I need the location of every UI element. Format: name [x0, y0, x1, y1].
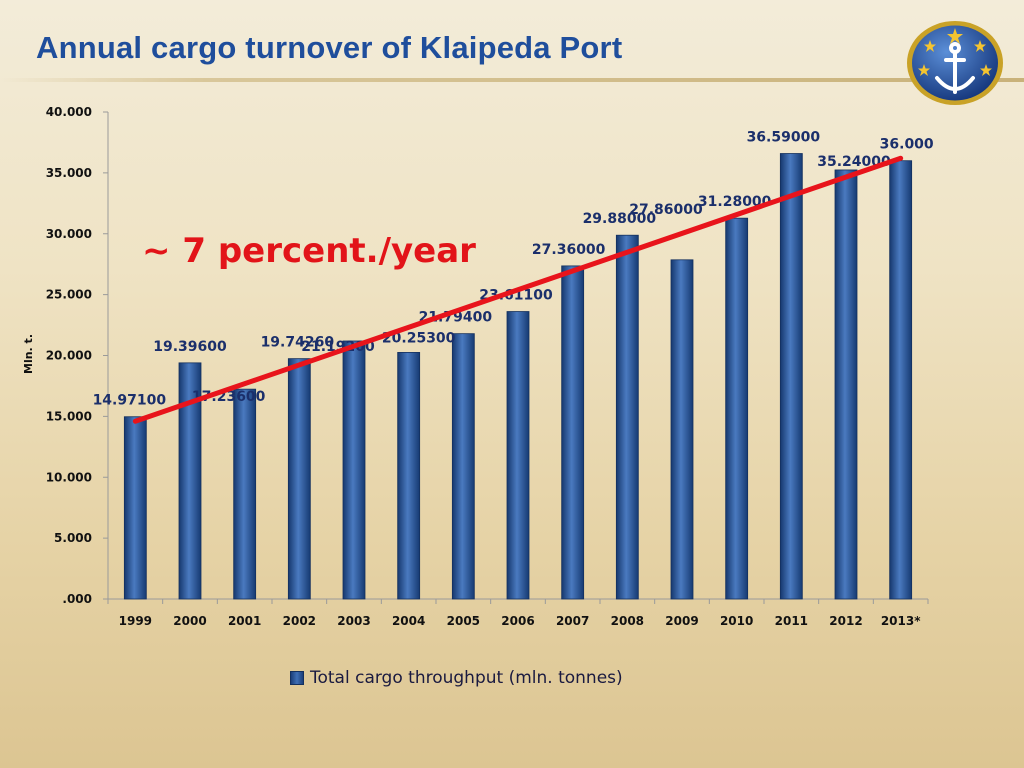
bar: [779, 153, 803, 600]
growth-annotation: ~ 7 percent./year: [142, 231, 476, 271]
bar: [615, 234, 639, 600]
y-tick-label: 5.000: [54, 531, 92, 545]
data-label: 36.59000: [747, 130, 821, 146]
y-axis-label: Mln. t.: [22, 334, 35, 374]
y-tick-label: 30.000: [46, 227, 92, 241]
bar: [178, 362, 202, 600]
data-label: 29.88000: [583, 211, 657, 227]
bar: [670, 259, 694, 600]
x-tick-label: 2006: [501, 614, 534, 628]
data-label: 19.39600: [153, 339, 227, 355]
bar: [233, 388, 257, 600]
header-divider: [0, 78, 1024, 82]
data-label: 14.97100: [93, 393, 167, 409]
x-tick-label: 2001: [228, 614, 261, 628]
data-label: 27.86000: [629, 202, 703, 218]
data-label: 31.28000: [698, 194, 772, 210]
x-tick-label: 2004: [392, 614, 425, 628]
legend-label: Total cargo throughput (mln. tonnes): [310, 668, 623, 688]
x-tick-label: 2013*: [881, 614, 921, 628]
x-tick-label: 2009: [665, 614, 698, 628]
bar: [725, 217, 749, 600]
chart-legend: Total cargo throughput (mln. tonnes): [290, 668, 623, 688]
x-tick-label: 2010: [720, 614, 753, 628]
data-label: 27.36000: [532, 242, 606, 258]
y-tick-label: 20.000: [46, 349, 92, 363]
bar: [561, 265, 585, 600]
x-tick-label: 2011: [775, 614, 808, 628]
x-tick-label: 1999: [119, 614, 152, 628]
anchor-stars-logo-icon: [907, 21, 1003, 105]
data-label: 19.74260: [261, 335, 335, 351]
bar: [342, 340, 366, 600]
trend-line: [132, 155, 904, 424]
y-tick-label: 40.000: [46, 105, 92, 119]
bar: [287, 358, 311, 600]
y-tick-label: 15.000: [46, 409, 92, 423]
y-tick-label: 10.000: [46, 470, 92, 484]
data-label: 20.25300: [382, 330, 456, 346]
x-tick-label: 2002: [283, 614, 316, 628]
x-tick-label: 2008: [611, 614, 644, 628]
bar: [397, 352, 421, 600]
bar: [451, 333, 475, 600]
y-tick-label: .000: [62, 592, 92, 606]
x-tick-label: 2000: [173, 614, 206, 628]
bar: [834, 169, 858, 600]
legend-swatch: [290, 671, 304, 685]
data-label: 36.000: [880, 137, 934, 153]
y-tick-label: 25.000: [46, 288, 92, 302]
y-tick-label: 35.000: [46, 166, 92, 180]
data-label: 23.61100: [479, 288, 553, 304]
data-label: 21.79400: [419, 310, 493, 326]
x-tick-label: 2003: [337, 614, 370, 628]
bar: [506, 311, 530, 600]
x-tick-label: 2012: [829, 614, 862, 628]
x-tick-label: 2005: [447, 614, 480, 628]
bar: [123, 416, 147, 600]
x-tick-label: 2007: [556, 614, 589, 628]
slide-title: Annual cargo turnover of Klaipeda Port: [36, 30, 623, 65]
bar: [889, 160, 913, 600]
